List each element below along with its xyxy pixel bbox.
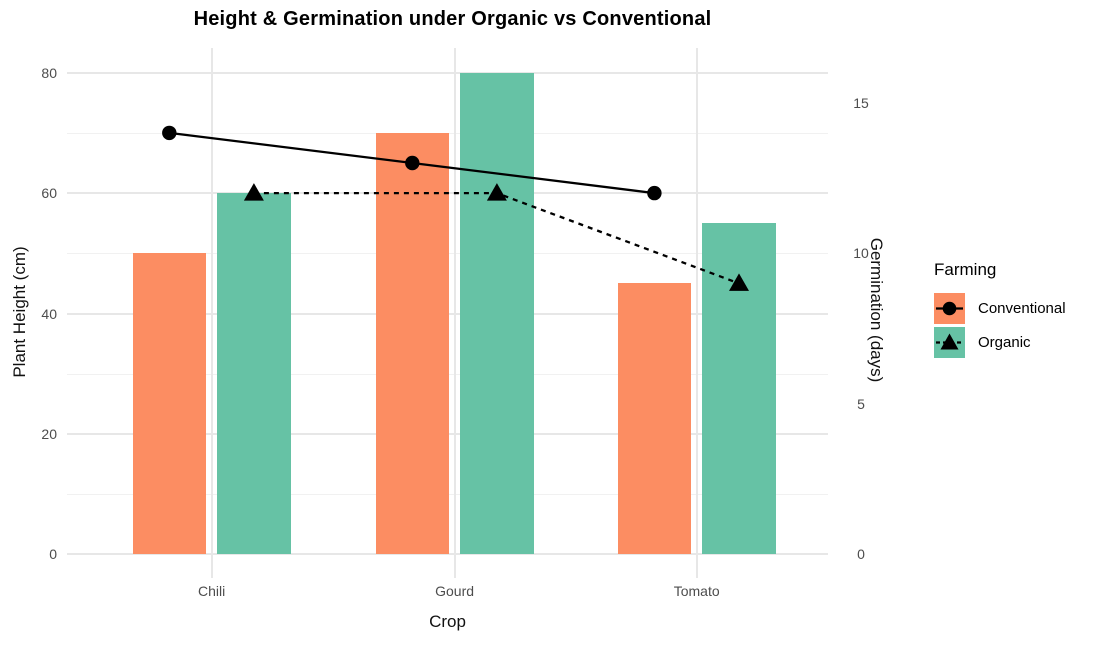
x-axis-tick-label-tomato: Tomato <box>673 583 720 599</box>
legend-key-conventional <box>934 293 965 324</box>
gridline-major-v <box>453 48 456 578</box>
bar-conventional-tomato <box>617 283 692 555</box>
x-axis-title: Crop <box>429 612 466 631</box>
y-axis-left-title: Plant Height (cm) <box>10 246 29 378</box>
legend-item-conventional: Conventional <box>934 293 1066 324</box>
chart-title: Height & Germination under Organic vs Co… <box>193 8 712 30</box>
gridline-major-h <box>67 553 828 556</box>
y-axis-right-tick-label: 15 <box>853 94 869 111</box>
bar-conventional-gourd <box>375 132 450 555</box>
y-axis-left-tick-label: 40 <box>41 305 57 322</box>
bar-conventional-chili <box>132 253 207 555</box>
legend-title: Farming <box>934 260 997 279</box>
legend-symbol-solid-line-circle <box>936 301 963 316</box>
legend: Farming Conventional Organic <box>934 260 1066 361</box>
y-axis-right-tick-label: 10 <box>853 245 869 262</box>
legend-item-organic: Organic <box>934 327 1066 358</box>
gridline-major-h <box>67 71 828 74</box>
x-axis-tick-label-gourd: Gourd <box>435 583 475 599</box>
y-axis-right-title: Germination (days) <box>867 237 886 383</box>
legend-items: Conventional Organic <box>934 293 1066 358</box>
bar-organic-tomato <box>702 223 776 555</box>
legend-symbol-dashed-line-triangle <box>936 333 963 350</box>
plot-panel <box>67 48 828 578</box>
y-axis-left-tick-label: 60 <box>41 185 57 202</box>
gridline-major-v <box>210 48 213 578</box>
legend-label: Conventional <box>978 300 1066 317</box>
y-axis-right-tick-label: 5 <box>857 395 865 412</box>
legend-label: Organic <box>978 334 1031 351</box>
bar-organic-gourd <box>460 72 534 555</box>
x-axis-tick-label-chili: Chili <box>197 583 226 599</box>
y-axis-left-tick-label: 20 <box>41 425 57 442</box>
gridline-major-v <box>695 48 698 578</box>
y-axis-left-tick-label: 80 <box>41 64 57 81</box>
y-axis-left-tick-label: 0 <box>49 546 57 563</box>
bar-organic-chili <box>217 193 291 555</box>
legend-key-organic <box>934 327 965 358</box>
y-axis-right-tick-label: 0 <box>857 546 865 563</box>
